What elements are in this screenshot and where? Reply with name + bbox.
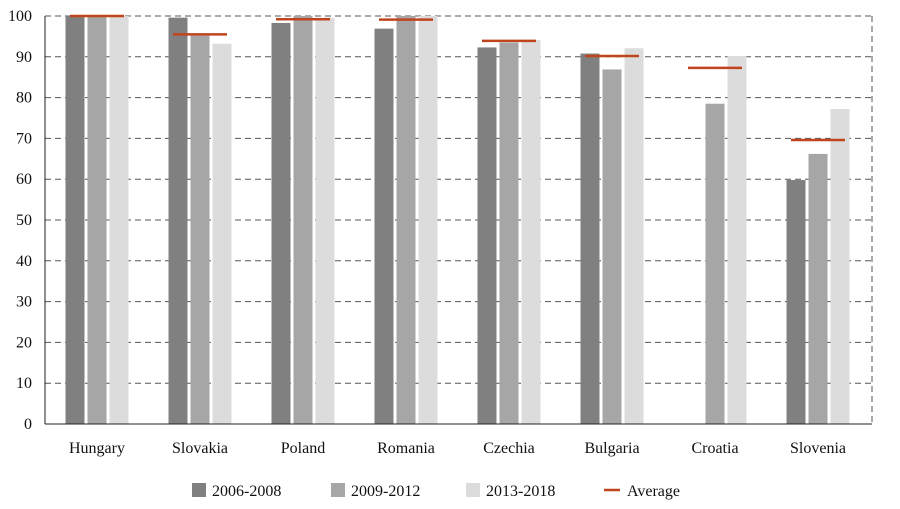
bar-2009-2012	[293, 16, 313, 424]
x-tick-label: Slovenia	[790, 440, 846, 457]
y-tick-label: 70	[16, 130, 32, 147]
legend-swatch	[466, 483, 480, 497]
bar-2013-2018	[727, 55, 747, 424]
legend-swatch	[331, 483, 345, 497]
bar-2006-2008	[168, 17, 188, 425]
y-tick-label: 60	[16, 171, 32, 188]
bar-2009-2012	[499, 42, 519, 425]
bar-2013-2018	[624, 48, 644, 425]
legend-label: 2009-2012	[351, 483, 420, 500]
y-tick-label: 40	[16, 253, 32, 270]
bar-2013-2018	[830, 109, 850, 425]
y-tick-label: 10	[16, 375, 32, 392]
bar-2006-2008	[477, 47, 497, 424]
bar-2013-2018	[109, 16, 129, 424]
x-tick-label: Romania	[377, 440, 435, 457]
y-tick-label: 80	[16, 90, 32, 107]
bar-2013-2018	[212, 43, 232, 425]
legend-swatch	[192, 483, 206, 497]
legend-label: 2006-2008	[212, 483, 281, 500]
x-tick-label: Bulgaria	[584, 440, 639, 457]
bar-2013-2018	[418, 16, 438, 424]
y-tick-label: 90	[16, 49, 32, 66]
x-tick-label: Czechia	[483, 440, 535, 457]
bar-2006-2008	[786, 180, 806, 424]
bar-2013-2018	[315, 17, 335, 425]
x-tick-label: Slovakia	[172, 440, 228, 457]
bar-2009-2012	[602, 69, 622, 424]
x-tick-label: Poland	[281, 440, 325, 457]
bar-2006-2008	[374, 28, 394, 424]
bar-2009-2012	[705, 103, 725, 424]
bar-2009-2012	[396, 16, 416, 424]
bar-2009-2012	[87, 16, 107, 424]
bar-2009-2012	[808, 153, 828, 425]
bar-2006-2008	[271, 22, 291, 424]
y-tick-label: 50	[16, 212, 32, 229]
y-tick-label: 20	[16, 334, 32, 351]
y-tick-label: 0	[24, 416, 32, 433]
bar-2006-2008	[580, 53, 600, 424]
bar-2013-2018	[521, 40, 541, 425]
y-tick-label: 100	[8, 8, 32, 25]
legend-label: Average	[627, 483, 680, 500]
bar-2006-2008	[65, 16, 85, 424]
x-tick-label: Hungary	[69, 440, 125, 457]
y-tick-label: 30	[16, 294, 32, 311]
legend-label: 2013-2018	[486, 483, 555, 500]
x-tick-label: Croatia	[691, 440, 738, 457]
bar-2009-2012	[190, 35, 210, 425]
